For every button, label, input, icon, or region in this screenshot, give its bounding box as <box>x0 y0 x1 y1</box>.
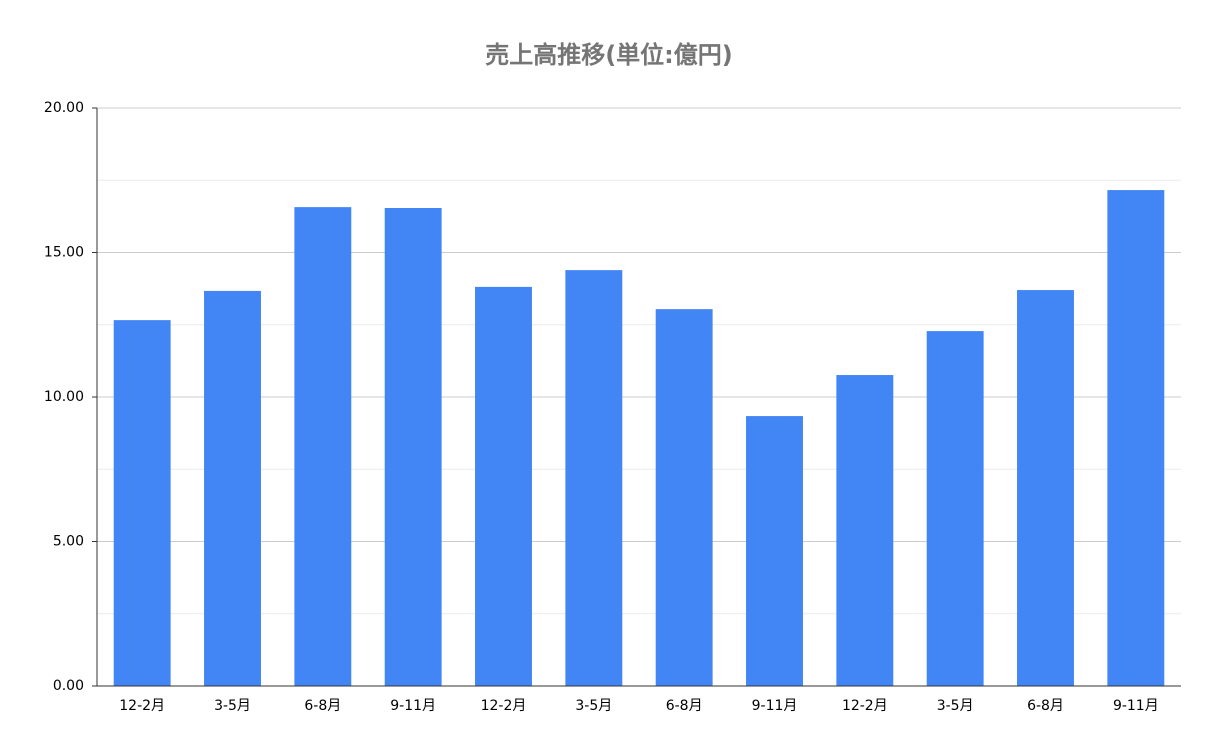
x-tick-label: 6-8月 <box>1027 698 1064 714</box>
chart-title: 売上高推移(単位:億円) <box>485 41 733 69</box>
x-tick-label: 12-2月 <box>481 698 527 714</box>
bar <box>1107 190 1165 687</box>
bar <box>294 207 352 686</box>
bar <box>655 309 713 686</box>
x-tick-label: 3-5月 <box>937 698 974 714</box>
bar <box>1017 290 1074 686</box>
bar <box>204 290 261 686</box>
bar <box>475 286 532 686</box>
bar <box>113 320 171 686</box>
bar <box>565 270 623 686</box>
y-tick-label: 20.00 <box>44 100 84 116</box>
x-tick-label: 6-8月 <box>666 698 703 714</box>
x-tick-label: 9-11月 <box>390 698 436 714</box>
x-tick-label: 12-2月 <box>842 698 888 714</box>
y-tick-label: 10.00 <box>44 389 84 405</box>
x-tick-label: 6-8月 <box>304 698 341 714</box>
y-tick-label: 15.00 <box>44 245 84 261</box>
bar <box>746 416 803 686</box>
x-tick-label: 9-11月 <box>1113 698 1159 714</box>
bar <box>926 331 984 686</box>
bar <box>384 207 442 686</box>
x-tick-label: 12-2月 <box>119 698 165 714</box>
x-tick-label: 3-5月 <box>214 698 251 714</box>
y-tick-label: 0.00 <box>53 678 84 694</box>
x-tick-label: 3-5月 <box>575 698 612 714</box>
y-tick-label: 5.00 <box>53 534 84 550</box>
x-tick-label: 9-11月 <box>752 698 798 714</box>
bar <box>836 375 894 686</box>
